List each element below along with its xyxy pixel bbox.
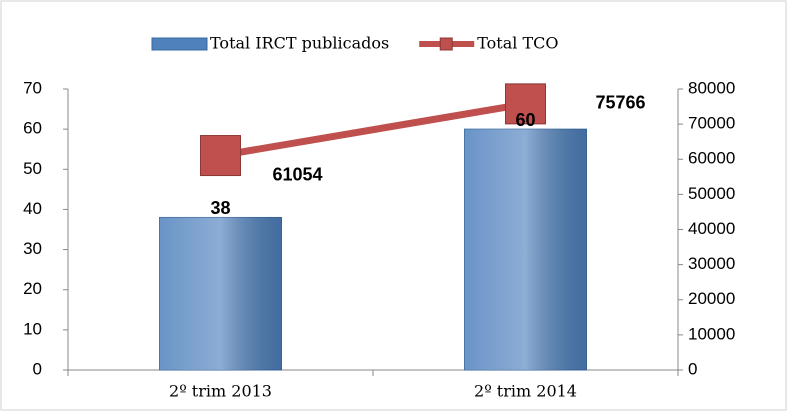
y2-tick-label: 40000 [688, 219, 735, 238]
line-marker [200, 135, 241, 177]
bar-value-label: 38 [210, 198, 230, 218]
y2-tick-label: 60000 [688, 149, 735, 168]
line [219, 100, 527, 159]
bar-shine [159, 217, 282, 370]
y2-tick-label: 50000 [688, 184, 735, 203]
y2-tick-label: 70000 [688, 114, 735, 133]
line-marker [505, 83, 546, 125]
y-tick-label: 10 [23, 319, 42, 338]
y-tick-label: 0 [33, 359, 42, 378]
y2-tick-label: 80000 [688, 78, 735, 97]
y2-tick-label: 30000 [688, 254, 735, 273]
legend-marker [439, 37, 453, 51]
line-value-label: 75766 [596, 93, 646, 113]
y2-tick-label: 0 [688, 359, 697, 378]
legend-label: Total IRCT publicados [210, 34, 389, 53]
bar-value-label: 60 [515, 110, 535, 130]
bar-shine [464, 129, 587, 370]
y-tick-label: 50 [23, 159, 42, 178]
y-tick-label: 60 [23, 119, 42, 138]
y-tick-label: 30 [23, 239, 42, 258]
x-tick-label: 2º trim 2013 [169, 382, 272, 401]
y-tick-label: 20 [23, 279, 42, 298]
legend-label: Total TCO [477, 34, 558, 53]
x-tick-label: 2º trim 2014 [474, 382, 577, 401]
y2-tick-label: 10000 [688, 324, 735, 343]
y-tick-label: 40 [23, 199, 42, 218]
line-value-label: 61054 [273, 164, 323, 184]
y2-tick-label: 20000 [688, 289, 735, 308]
y-tick-label: 70 [23, 78, 42, 97]
legend-swatch [151, 37, 208, 51]
